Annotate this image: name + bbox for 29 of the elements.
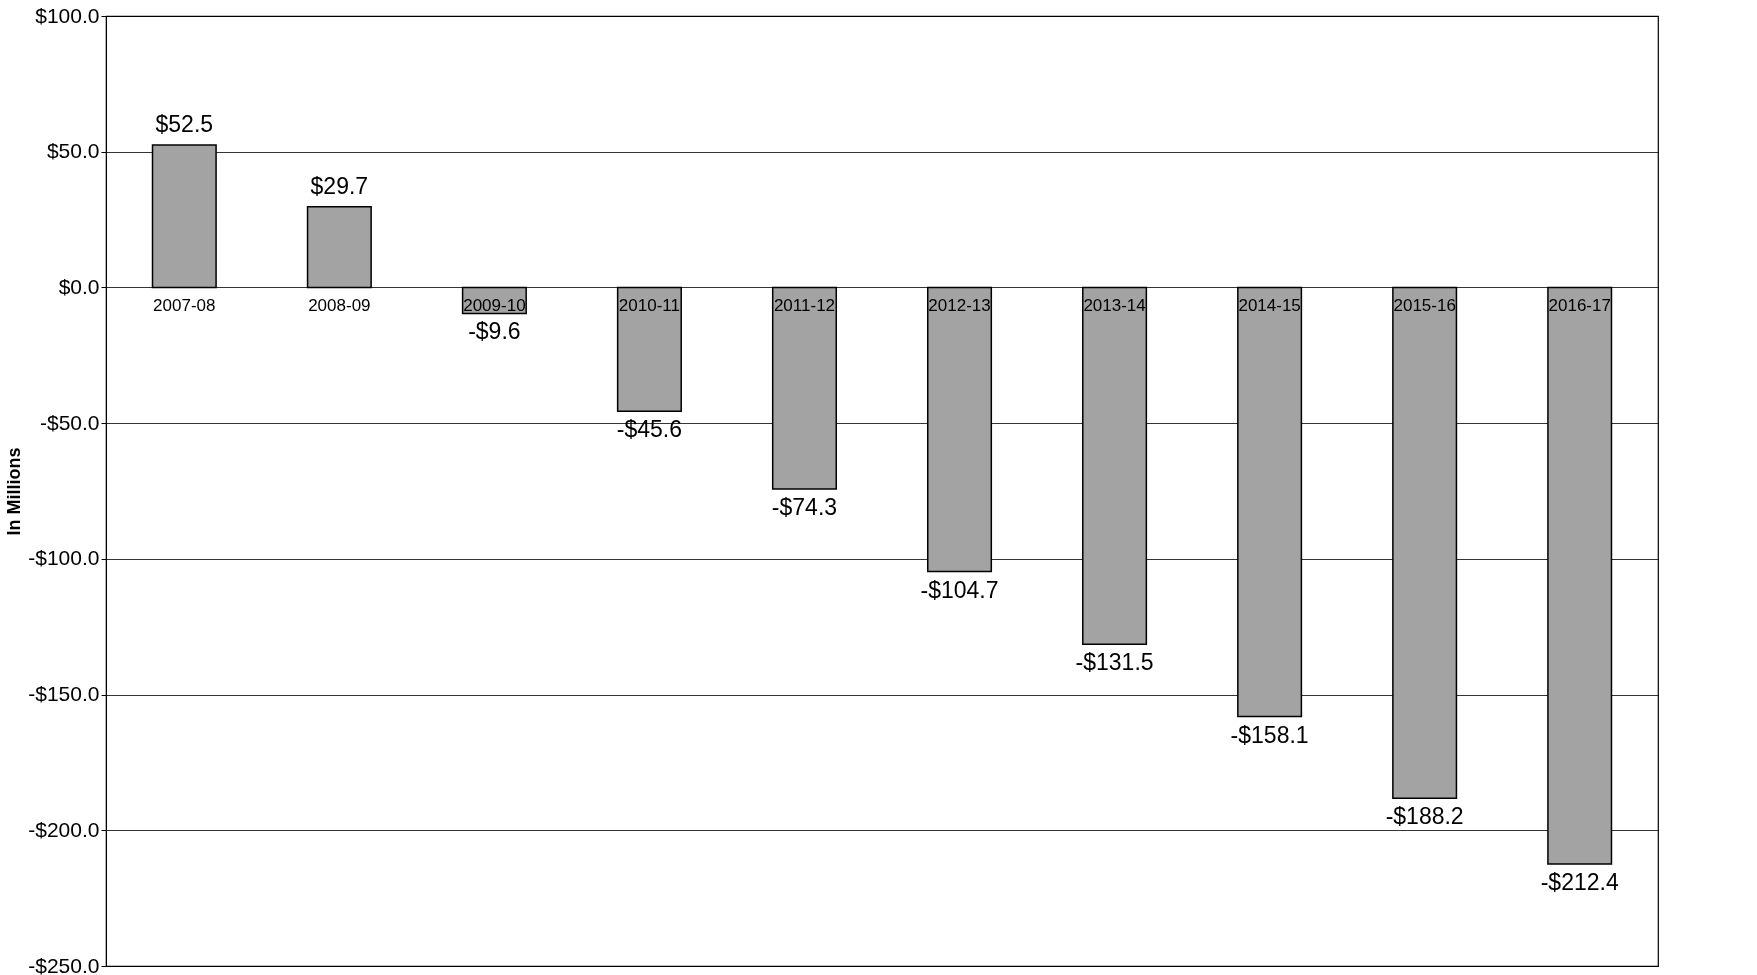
data-label: -$212.4 — [1540, 868, 1619, 895]
y-tick-label: -$100.0 — [28, 546, 100, 570]
x-tick-label: 2014-15 — [1238, 295, 1301, 315]
y-tick-label: -$50.0 — [39, 410, 100, 434]
data-label: $29.7 — [310, 172, 369, 199]
x-tick-label: 2007-08 — [153, 295, 216, 315]
x-tick-label: 2013-14 — [1083, 295, 1146, 315]
data-label: -$188.2 — [1385, 803, 1464, 830]
x-tick-label: 2011-12 — [773, 295, 836, 315]
x-tick-label: 2009-10 — [463, 295, 526, 315]
data-label: -$45.6 — [616, 416, 683, 443]
data-label: -$131.5 — [1075, 649, 1154, 676]
x-tick-label: 2010-11 — [618, 295, 680, 315]
data-label: -$158.1 — [1230, 721, 1309, 748]
data-label: -$74.3 — [771, 494, 838, 521]
y-axis-title: In Millions — [4, 447, 25, 536]
x-tick-label: 2015-16 — [1393, 295, 1456, 315]
x-tick-label: 2008-09 — [308, 295, 371, 315]
data-label: $52.5 — [155, 110, 214, 137]
data-label: -$104.7 — [920, 576, 999, 603]
x-tick-label: 2016-17 — [1548, 295, 1611, 315]
y-tick-label: $50.0 — [46, 139, 100, 163]
y-tick-label: $100.0 — [35, 3, 100, 27]
y-tick-label: -$200.0 — [28, 817, 100, 841]
y-tick-label: -$250.0 — [28, 953, 100, 975]
data-label: -$9.6 — [468, 318, 521, 345]
x-tick-label: 2012-13 — [928, 295, 991, 315]
y-tick-label: -$150.0 — [28, 682, 100, 706]
y-tick-label: $0.0 — [58, 274, 100, 298]
